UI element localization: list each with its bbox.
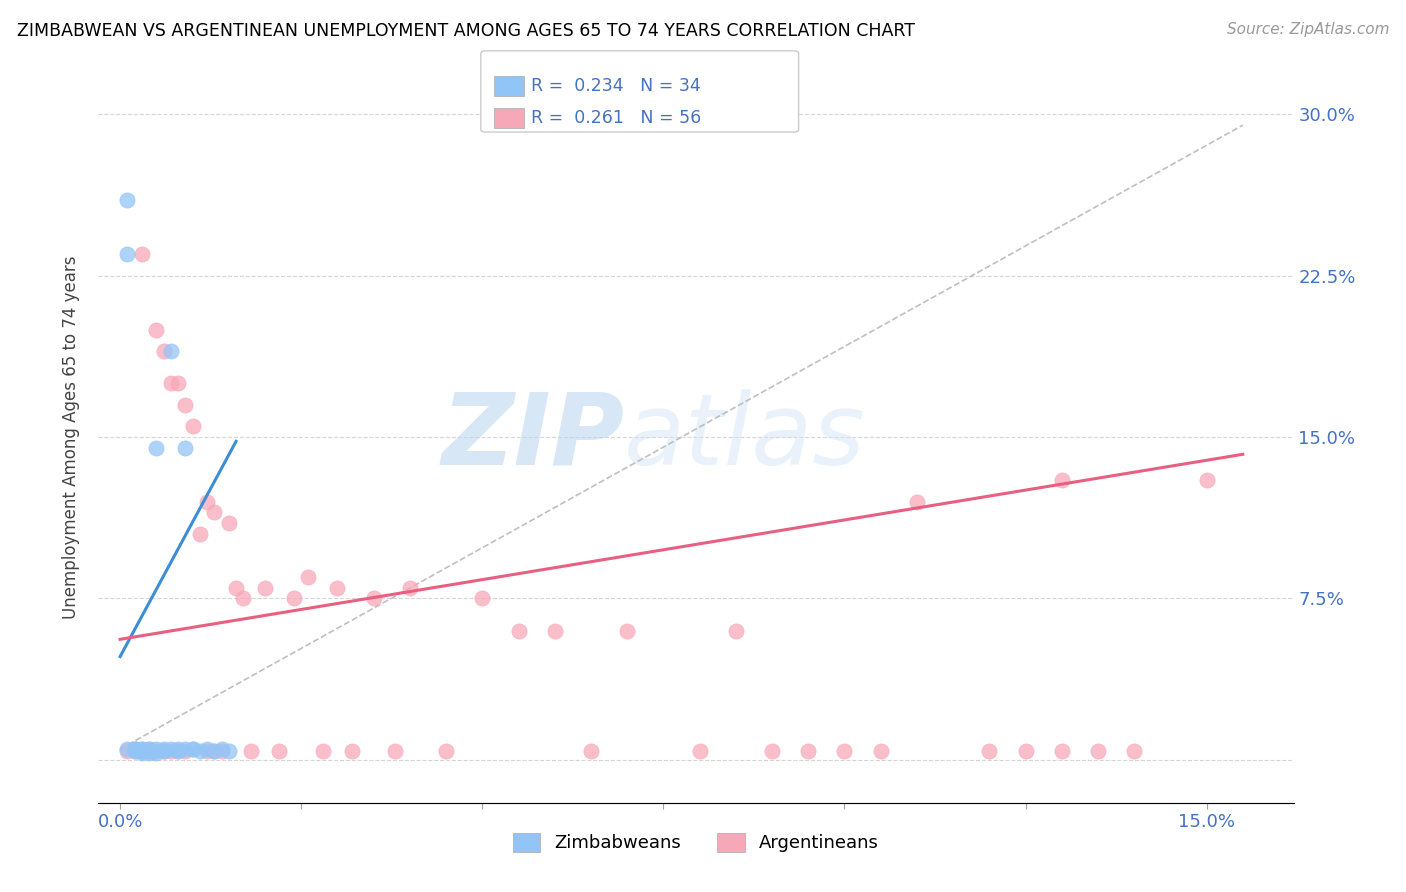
Text: ZIMBABWEAN VS ARGENTINEAN UNEMPLOYMENT AMONG AGES 65 TO 74 YEARS CORRELATION CHA: ZIMBABWEAN VS ARGENTINEAN UNEMPLOYMENT A…	[17, 22, 915, 40]
Point	[160, 744, 183, 758]
Point	[160, 742, 183, 756]
Point	[384, 744, 406, 758]
Point	[508, 624, 530, 638]
Point	[471, 591, 494, 606]
Point	[124, 742, 146, 756]
Point	[124, 742, 146, 756]
Point	[124, 744, 146, 758]
Point	[1050, 744, 1073, 758]
Point	[131, 747, 153, 761]
Point	[326, 581, 349, 595]
Point	[312, 744, 335, 758]
Point	[869, 744, 891, 758]
Point	[181, 742, 204, 756]
Point	[579, 744, 602, 758]
Point	[724, 624, 747, 638]
Point	[138, 742, 160, 756]
Point	[211, 742, 233, 756]
Point	[399, 581, 422, 595]
Point	[1014, 744, 1036, 758]
Point	[1195, 473, 1218, 487]
Point	[979, 744, 1001, 758]
Point	[174, 398, 197, 412]
Point	[434, 744, 457, 758]
Point	[167, 744, 190, 758]
Point	[174, 441, 197, 455]
Point	[174, 742, 197, 756]
Point	[145, 747, 167, 761]
Point	[797, 744, 820, 758]
Point	[174, 744, 197, 758]
Point	[202, 744, 225, 758]
Point	[117, 194, 139, 208]
Point	[167, 744, 190, 758]
Text: R =  0.234   N = 34: R = 0.234 N = 34	[531, 77, 702, 95]
Point	[138, 747, 160, 761]
Point	[181, 419, 204, 434]
Point	[253, 581, 276, 595]
Legend: Zimbabweans, Argentineans: Zimbabweans, Argentineans	[506, 826, 886, 860]
Point	[117, 744, 139, 758]
Point	[239, 744, 262, 758]
Text: R =  0.261   N = 56: R = 0.261 N = 56	[531, 109, 702, 127]
Point	[160, 376, 183, 391]
Point	[181, 742, 204, 756]
Point	[1050, 473, 1073, 487]
Point	[131, 742, 153, 756]
Point	[160, 344, 183, 359]
Text: Source: ZipAtlas.com: Source: ZipAtlas.com	[1226, 22, 1389, 37]
Point	[131, 744, 153, 758]
Point	[616, 624, 638, 638]
Point	[202, 744, 225, 758]
Point	[138, 742, 160, 756]
Point	[1123, 744, 1146, 758]
Point	[340, 744, 363, 758]
Point	[232, 591, 254, 606]
Point	[145, 441, 167, 455]
Point	[218, 744, 240, 758]
Point	[188, 527, 211, 541]
Point	[167, 742, 190, 756]
Point	[297, 570, 319, 584]
Point	[152, 344, 174, 359]
Point	[761, 744, 783, 758]
Point	[124, 742, 146, 756]
Point	[131, 742, 153, 756]
Point	[152, 744, 174, 758]
Point	[138, 744, 160, 758]
Point	[117, 742, 139, 756]
Point	[188, 744, 211, 758]
Point	[167, 376, 190, 391]
Y-axis label: Unemployment Among Ages 65 to 74 years: Unemployment Among Ages 65 to 74 years	[62, 255, 80, 619]
Point	[131, 744, 153, 758]
Point	[211, 744, 233, 758]
Point	[145, 322, 167, 336]
Point	[689, 744, 711, 758]
Point	[544, 624, 567, 638]
Point	[283, 591, 305, 606]
Point	[124, 744, 146, 758]
Point	[152, 742, 174, 756]
Point	[131, 744, 153, 758]
Point	[145, 744, 167, 758]
Point	[202, 505, 225, 519]
Point	[131, 247, 153, 261]
Text: atlas: atlas	[624, 389, 866, 485]
Point	[138, 744, 160, 758]
Point	[152, 744, 174, 758]
Point	[195, 742, 218, 756]
Point	[218, 516, 240, 530]
Point	[195, 744, 218, 758]
Point	[905, 494, 928, 508]
Point	[363, 591, 385, 606]
Point	[145, 742, 167, 756]
Text: ZIP: ZIP	[441, 389, 624, 485]
Point	[834, 744, 856, 758]
Point	[269, 744, 291, 758]
Point	[225, 581, 247, 595]
Point	[1087, 744, 1109, 758]
Point	[195, 494, 218, 508]
Point	[117, 247, 139, 261]
